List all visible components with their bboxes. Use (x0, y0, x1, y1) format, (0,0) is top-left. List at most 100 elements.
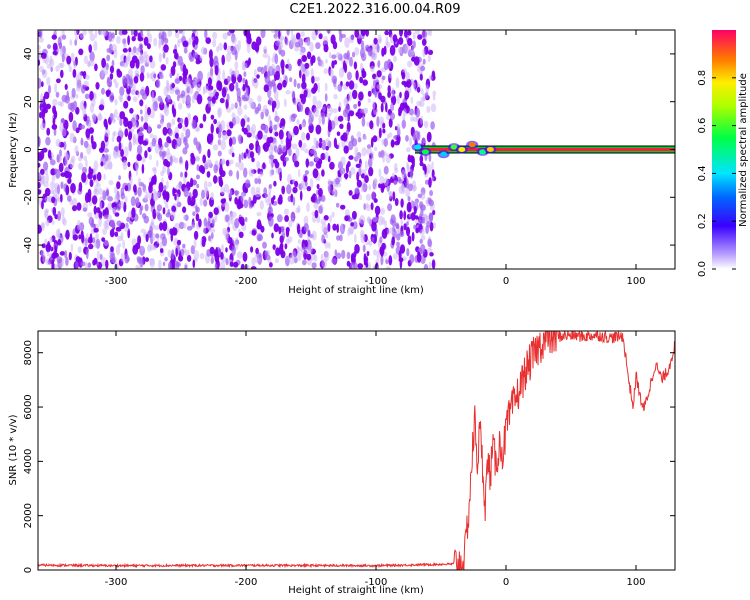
noise-blob (163, 158, 169, 167)
noise-blob (427, 54, 431, 63)
noise-blob (213, 207, 219, 216)
noise-blob (209, 56, 214, 68)
noise-blob (78, 156, 83, 162)
noise-blob (60, 62, 65, 68)
noise-blob (61, 215, 65, 225)
noise-blob (243, 167, 248, 178)
noise-blob (405, 226, 411, 237)
noise-blob (183, 214, 186, 221)
noise-blob (365, 30, 369, 37)
noise-blob (70, 243, 74, 252)
noise-blob (336, 131, 341, 136)
signal-blob-core (458, 147, 466, 152)
noise-blob (73, 60, 77, 66)
noise-blob (162, 221, 168, 232)
noise-blob (196, 183, 200, 189)
noise-blob (201, 239, 206, 247)
noise-blob (54, 30, 58, 35)
noise-blob (124, 128, 129, 138)
noise-blob (419, 155, 424, 164)
noise-blob (120, 149, 124, 157)
noise-blob (57, 228, 61, 237)
noise-blob (325, 145, 329, 151)
noise-blob (124, 253, 130, 264)
noise-blob (159, 241, 163, 249)
noise-blob (367, 47, 373, 57)
noise-blob (96, 207, 101, 214)
noise-blob (159, 247, 164, 254)
noise-blob (169, 72, 173, 79)
noise-blob (309, 178, 314, 189)
noise-blob (407, 30, 412, 36)
noise-blob (406, 78, 412, 88)
noise-blob (101, 57, 106, 69)
noise-blob (45, 136, 51, 146)
noise-blob (347, 228, 351, 237)
noise-blob (99, 147, 104, 154)
noise-blob (353, 103, 358, 109)
noise-blob (251, 229, 257, 236)
noise-blob (118, 127, 122, 136)
noise-blob (274, 258, 279, 264)
noise-blob (340, 204, 346, 210)
noise-blob (237, 106, 243, 116)
noise-blob (85, 248, 89, 260)
noise-blob (371, 237, 375, 242)
noise-blob (333, 187, 337, 198)
noise-blob (407, 235, 412, 246)
y-tick-label: -20 (23, 189, 34, 205)
noise-blob (82, 30, 87, 36)
noise-blob (216, 46, 220, 53)
noise-blob (220, 170, 226, 178)
noise-blob (324, 138, 330, 146)
noise-blob (132, 96, 138, 102)
noise-blob (78, 234, 82, 240)
noise-blob (134, 137, 139, 145)
noise-blob (130, 196, 136, 207)
noise-blob (426, 220, 431, 228)
noise-blob (357, 137, 362, 143)
noise-blob (278, 226, 282, 235)
noise-blob (184, 264, 188, 269)
noise-blob (139, 125, 145, 132)
noise-blob (299, 93, 303, 100)
noise-blob (235, 81, 239, 92)
noise-blob (336, 223, 340, 233)
colorbar-gradient (712, 30, 736, 269)
signal-blob-core (450, 144, 458, 150)
noise-blob (44, 187, 51, 197)
noise-blob (114, 231, 119, 237)
noise-blob (320, 152, 326, 161)
noise-blob (421, 30, 428, 39)
noise-blob (349, 56, 353, 67)
y-tick-label: -40 (23, 237, 34, 253)
chart-title: C2E1.2022.316.00.04.R09 (289, 2, 461, 17)
noise-blob (273, 223, 279, 233)
noise-blob (294, 160, 300, 168)
noise-blob (399, 210, 403, 220)
noise-blob (398, 37, 404, 45)
noise-blob (257, 178, 262, 185)
noise-blob (322, 106, 326, 112)
noise-blob (207, 133, 213, 144)
noise-blob (154, 143, 160, 154)
noise-blob (286, 184, 292, 195)
noise-blob (133, 30, 138, 37)
noise-blob (262, 53, 269, 58)
noise-blob (56, 78, 61, 84)
noise-blob (366, 250, 370, 257)
noise-blob (94, 184, 98, 193)
noise-blob (104, 219, 110, 230)
noise-blob (141, 163, 145, 174)
noise-blob (368, 240, 373, 247)
noise-blob (182, 243, 186, 249)
noise-blob (431, 259, 436, 269)
noise-blob (222, 227, 228, 236)
noise-blob (134, 159, 139, 171)
noise-blob (354, 146, 359, 157)
noise-blob (360, 233, 366, 244)
noise-blob (115, 245, 121, 255)
noise-blob (93, 243, 98, 248)
noise-blob (329, 161, 335, 170)
noise-blob (41, 109, 46, 120)
